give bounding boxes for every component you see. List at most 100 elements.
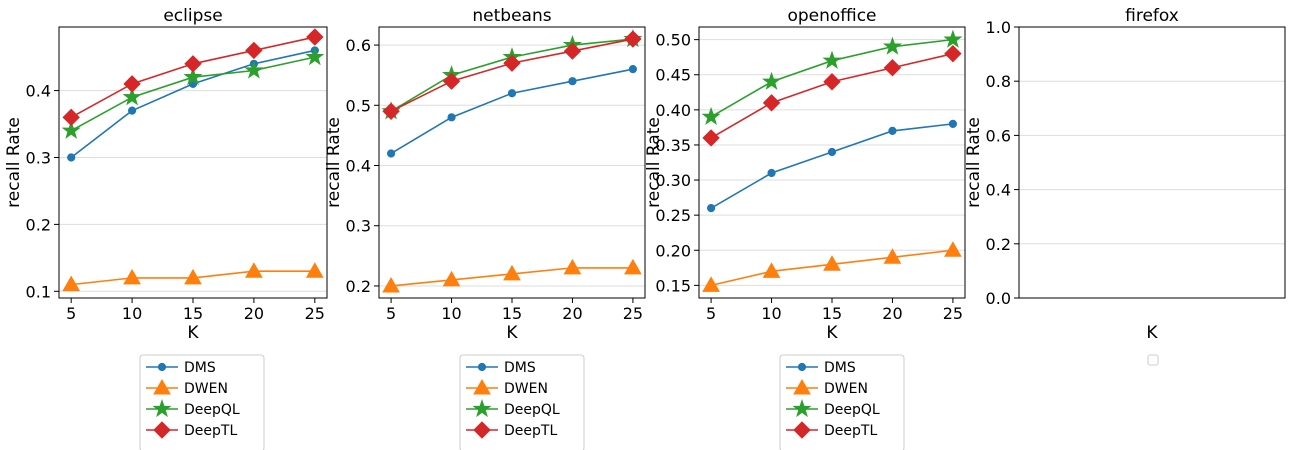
- series-DeepQL: [701, 29, 963, 125]
- legend-entry-DMS: DMS: [466, 360, 536, 376]
- data-point: [568, 77, 577, 86]
- legend-marker: [153, 421, 171, 439]
- data-point: [442, 72, 461, 90]
- series-DMS: [706, 119, 958, 213]
- x-tick-label: 25: [305, 304, 325, 323]
- y-tick-label: 0.2: [346, 277, 371, 296]
- data-point: [447, 113, 456, 122]
- data-point: [61, 120, 81, 139]
- y-tick-label: 0.25: [655, 206, 691, 225]
- data-point: [306, 28, 324, 46]
- legend-marker: [473, 421, 491, 439]
- data-point: [62, 108, 80, 127]
- x-tick-label: 5: [386, 304, 396, 323]
- y-tick-label: 0.40: [655, 101, 691, 120]
- series-line: [710, 123, 954, 209]
- data-point: [762, 71, 782, 90]
- legend-marker: [152, 398, 172, 418]
- x-tick-label: 15: [822, 304, 842, 323]
- y-axis-label: recall Rate: [4, 117, 24, 208]
- data-point: [123, 268, 141, 285]
- legend-box: [139, 354, 265, 450]
- legend-marker: [472, 398, 492, 418]
- legend-marker: [793, 378, 811, 395]
- data-point: [245, 41, 263, 60]
- data-point: [305, 262, 324, 278]
- data-point: [701, 106, 721, 125]
- legend-entry-DeepTL: DeepTL: [146, 421, 237, 439]
- legend-entry-DeepTL: DeepTL: [786, 421, 877, 439]
- series-DWEN: [382, 258, 642, 293]
- x-tick-label: 5: [706, 304, 716, 323]
- data-point: [503, 54, 521, 72]
- legend: [1147, 354, 1159, 366]
- data-point: [944, 241, 962, 257]
- x-tick-label: 25: [623, 304, 643, 323]
- data-point: [67, 153, 76, 162]
- legend-entry-DeepQL: DeepQL: [466, 398, 560, 418]
- data-point: [948, 119, 958, 128]
- data-point: [823, 73, 841, 91]
- series-DMS: [386, 65, 638, 158]
- data-point: [184, 268, 202, 285]
- legend: DMS DWEN DeepQL DeepTL: [139, 354, 265, 450]
- series-DWEN: [62, 262, 324, 292]
- data-point: [827, 147, 837, 157]
- data-point: [184, 55, 202, 73]
- y-axis-label: recall Rate: [324, 117, 344, 208]
- legend-label: DMS: [184, 360, 216, 376]
- data-point: [62, 275, 81, 292]
- x-tick-label: 10: [441, 304, 461, 323]
- y-tick-label: 0.4: [346, 157, 371, 176]
- chart-panel-openoffice: 0.15 0.20 0.25 0.30 0.35 0.40 0.45 0.50 5 10 15 20 2…: [644, 6, 966, 450]
- data-point: [382, 276, 400, 293]
- y-tick-label: 0.50: [655, 31, 691, 50]
- y-tick-label: 0.30: [655, 171, 691, 190]
- data-point: [624, 30, 642, 48]
- legend-label: DMS: [824, 360, 856, 376]
- data-point: [382, 102, 400, 121]
- data-point: [123, 75, 141, 93]
- data-point: [628, 65, 638, 74]
- legend-marker: [792, 398, 812, 418]
- series-DeepQL: [61, 47, 325, 139]
- series-DeepTL: [702, 44, 962, 147]
- legend-box: [779, 354, 905, 450]
- chart-title: firefox: [1125, 6, 1179, 26]
- legend-marker: [153, 378, 171, 395]
- y-tick-label: 0.4: [26, 82, 51, 101]
- y-tick-label: 0.5: [346, 96, 371, 115]
- legend-entry-DeepQL: DeepQL: [146, 398, 240, 418]
- data-point: [702, 276, 720, 292]
- data-point: [183, 67, 203, 86]
- data-point: [944, 44, 962, 63]
- y-tick-label: 0.15: [655, 276, 691, 295]
- x-tick-label: 5: [66, 304, 76, 323]
- x-tick-label: 20: [244, 304, 264, 323]
- legend-label: DWEN: [824, 381, 868, 397]
- data-point: [244, 60, 264, 79]
- data-point: [122, 87, 142, 106]
- y-tick-label: 0.3: [26, 148, 51, 167]
- data-point: [883, 59, 902, 77]
- x-tick-label: 15: [502, 304, 522, 323]
- legend-label: DeepTL: [184, 423, 237, 439]
- legend-label: DeepTL: [504, 423, 557, 439]
- legend-box-empty: [1147, 354, 1159, 366]
- series-DWEN: [702, 241, 962, 292]
- legend-box: [459, 354, 585, 450]
- data-point: [563, 258, 582, 275]
- legend: DMS DWEN DeepQL DeepTL: [459, 354, 585, 450]
- x-axis-label: K: [1146, 323, 1158, 343]
- x-tick-label: 15: [183, 304, 203, 323]
- legend-label: DeepQL: [184, 402, 240, 418]
- chart-panel-netbeans: 0.2 0.3 0.4 0.5 0.6 5 10 15 20 25 netbeans Krecall …: [324, 6, 646, 450]
- series-line: [390, 68, 634, 155]
- x-tick-label: 25: [943, 304, 963, 323]
- chart-title: openoffice: [787, 6, 876, 26]
- legend-marker: [157, 362, 167, 372]
- data-point: [386, 149, 396, 158]
- legend-entry-DMS: DMS: [786, 360, 856, 376]
- legend-entry-DeepQL: DeepQL: [786, 398, 880, 418]
